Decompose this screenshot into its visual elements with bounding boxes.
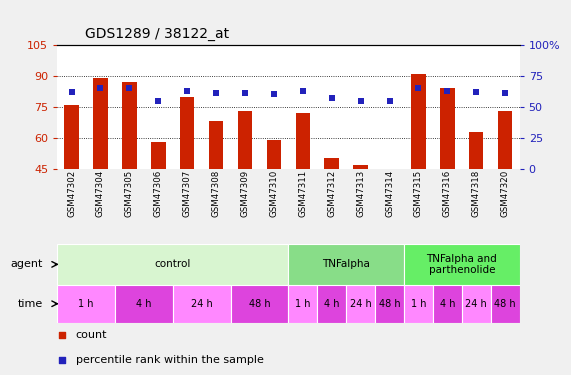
Text: 24 h: 24 h (465, 299, 487, 309)
Point (385, 98, 394, 104)
Bar (353, 165, 368, 169)
Text: TNFalpha: TNFalpha (322, 260, 370, 269)
Bar (469, 132, 484, 169)
Point (125, 86, 134, 92)
Bar (172, 285, 231, 322)
Text: TNFalpha and
parthenolide: TNFalpha and parthenolide (427, 254, 497, 275)
Text: agent: agent (11, 260, 43, 269)
Point (356, 98, 365, 104)
Bar (231, 285, 288, 322)
Bar (440, 88, 455, 169)
Bar (288, 244, 404, 285)
Point (211, 90, 220, 96)
Bar (151, 142, 166, 169)
Text: 1 h: 1 h (411, 299, 426, 309)
Bar (490, 285, 520, 322)
Text: 48 h: 48 h (494, 299, 516, 309)
Bar (180, 97, 194, 169)
Text: 4 h: 4 h (440, 299, 455, 309)
Text: 1 h: 1 h (295, 299, 311, 309)
Text: 48 h: 48 h (248, 299, 270, 309)
Text: 48 h: 48 h (379, 299, 400, 309)
Text: time: time (18, 299, 43, 309)
Point (154, 98, 163, 104)
Bar (317, 285, 346, 322)
Point (240, 90, 250, 96)
Text: count: count (75, 330, 107, 340)
Text: 24 h: 24 h (191, 299, 212, 309)
Point (472, 89, 481, 95)
Point (443, 88, 452, 94)
Point (96, 86, 105, 92)
Text: 24 h: 24 h (350, 299, 372, 309)
Bar (346, 285, 375, 322)
Bar (65, 105, 79, 169)
Bar (375, 285, 404, 322)
Bar (57, 244, 288, 285)
Text: GDS1289 / 38122_at: GDS1289 / 38122_at (85, 27, 229, 41)
Bar (288, 285, 317, 322)
Bar (267, 140, 281, 169)
Bar (93, 78, 108, 169)
Point (326, 242, 335, 248)
Bar (122, 82, 136, 169)
Text: 4 h: 4 h (136, 299, 151, 309)
Text: percentile rank within the sample: percentile rank within the sample (75, 355, 263, 365)
Bar (462, 285, 490, 322)
Bar (404, 285, 433, 322)
Point (414, 86, 423, 92)
Bar (324, 158, 339, 169)
Bar (57, 285, 115, 322)
Point (270, 92, 279, 98)
Text: 4 h: 4 h (324, 299, 340, 309)
Bar (115, 285, 172, 322)
Bar (404, 244, 520, 285)
Point (298, 88, 307, 94)
Point (183, 88, 192, 94)
Point (501, 90, 510, 96)
Bar (498, 111, 512, 169)
Bar (411, 74, 425, 169)
Point (327, 95, 336, 101)
Point (326, 12, 335, 18)
Bar (296, 113, 310, 169)
Bar (238, 111, 252, 169)
Bar (433, 285, 462, 322)
Bar (209, 122, 223, 169)
Text: 1 h: 1 h (78, 299, 94, 309)
Point (67, 89, 76, 95)
Text: control: control (155, 260, 191, 269)
